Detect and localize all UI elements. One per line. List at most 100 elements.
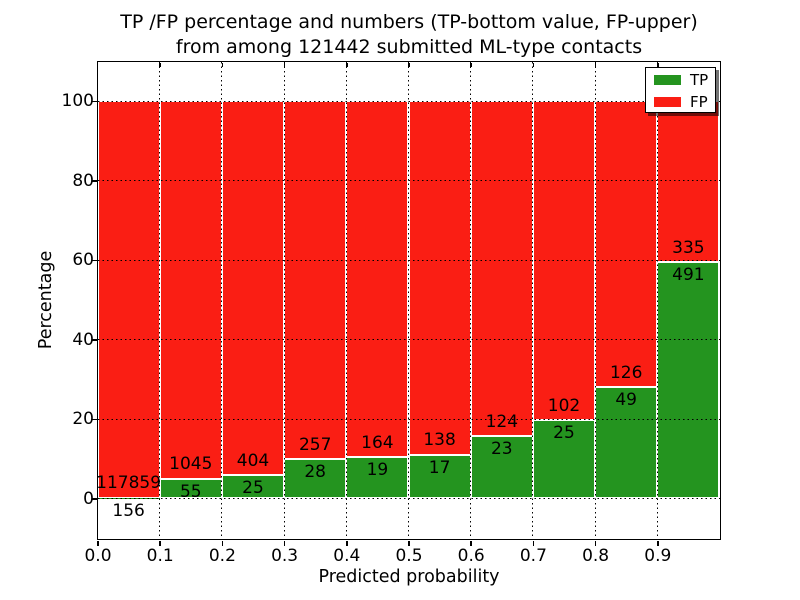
v-gridline [283,61,285,539]
x-tick-label: 0.2 [208,546,236,566]
bar-label-fp-count: 102 [547,395,581,416]
legend: TP FP [645,67,716,113]
v-gridline [345,61,347,539]
chart-title-line2: from among 121442 submitted ML-type cont… [175,36,643,58]
bar-label-fp-count: 164 [361,432,394,453]
x-tick-mark [346,540,348,546]
x-tick-mark [657,540,659,546]
bar-segment-fp [532,101,596,421]
bar-label-fp-count: 117859 [96,473,162,494]
bar-segment-fp [284,101,347,460]
bar-label-tp-count: 491 [672,265,705,286]
bar-segment-fp [97,101,160,498]
x-tick-mark [221,540,224,546]
bar-segment-tp [408,454,471,499]
bar-label-tp-count: 25 [553,423,575,444]
bar-label-fp-count: 335 [672,237,705,258]
y-tick-mark [91,339,97,341]
bar-label-fp-count: 126 [609,362,643,383]
bar-segment-tp [532,420,596,499]
bar-segment-tp [346,457,409,499]
legend-item-tp: TP [646,70,715,89]
x-tick-mark [283,540,286,546]
x-tick-mark [408,540,410,546]
bar-label-fp-count: 257 [298,434,332,455]
x-tick-mark-top [594,63,597,67]
x-tick-mark-top [346,63,348,67]
x-tick-label: 0.3 [271,546,299,566]
bar-label-fp-count: 124 [485,411,519,432]
x-tick-label: 0.4 [333,546,361,566]
bar-label-tp-count: 23 [490,439,513,460]
v-gridline [470,61,472,539]
bar-label-tp-count: 49 [615,390,637,411]
x-tick-label: 0.9 [644,546,672,566]
v-gridline [159,61,161,539]
x-tick-label: 0.7 [519,546,547,566]
x-tick-label: 0.5 [395,546,423,566]
x-tick-mark [470,540,472,546]
y-tick-mark [91,100,97,103]
x-tick-mark [159,540,161,546]
bar-segment-tp [657,262,720,499]
legend-label-tp: TP [690,71,709,89]
x-tick-mark-top [159,63,161,67]
bar-segment-tp [221,475,285,499]
bar-label-tp-count: 28 [304,462,326,483]
tp-color-swatch [654,75,681,85]
bar-segment-fp [346,101,409,458]
y-tick-label: 100 [61,91,94,112]
bar-segment-fp [159,101,222,479]
v-gridline [594,61,596,539]
x-tick-mark [97,540,99,546]
v-gridline [656,61,658,539]
legend-item-fp: FP [646,92,715,111]
v-gridline [408,61,409,539]
x-axis-label: Predicted probability [318,567,500,587]
bar-segment-tp [595,387,658,499]
x-tick-mark-top [657,63,659,67]
bar-label-tp-count: 25 [242,478,264,499]
y-tick-mark [91,180,97,182]
y-tick-label: 60 [72,250,94,270]
y-tick-mark [91,498,97,500]
x-tick-mark [594,540,597,546]
v-gridline [532,61,534,539]
y-tick-label: 0 [83,488,94,509]
x-tick-label: 0.6 [457,546,485,566]
bar-segment-tp [284,459,347,499]
v-gridline [221,61,223,539]
x-tick-mark-top [221,63,224,67]
x-tick-label: 0.8 [582,546,610,566]
y-tick-mark [91,259,97,262]
y-tick-label: 20 [72,409,94,429]
bar-segment-fp [221,101,285,476]
bar-label-tp-count: 156 [112,500,145,521]
bar-label-tp-count: 17 [428,457,451,478]
bar-label-tp-count: 19 [366,460,389,481]
bar-label-fp-count: 404 [236,450,270,471]
x-tick-mark-top [408,63,410,67]
fp-color-swatch [654,97,681,107]
bar-segment-tp [159,478,222,499]
bar-label-fp-count: 1045 [169,454,213,475]
bar-segment-tp [470,436,533,499]
bar-label-fp-count: 138 [423,430,456,451]
x-tick-mark-top [283,63,286,67]
plot-canvas: 117859 156 1045 55 404 25 257 28 164 19 138 17 124 23… [96,61,720,539]
y-tick-mark [91,418,97,421]
x-tick-label: 0.1 [146,546,174,566]
x-tick-label: 0.0 [84,546,112,566]
plot-area: 117859 156 1045 55 404 25 257 28 164 19 138 17 124 23… [96,60,721,540]
chart-title: TP /FP percentage and numbers (TP-bottom… [98,10,720,60]
y-tick-label: 80 [72,170,94,191]
bar-label-tp-count: 55 [179,481,202,502]
x-tick-mark-top [470,63,472,67]
chart-title-line1: TP /FP percentage and numbers (TP-bottom… [120,11,698,33]
legend-label-fp: FP [690,93,708,111]
x-tick-mark-top [532,63,535,67]
x-tick-mark [532,540,535,546]
bar-segment-fp [408,101,471,455]
bar-segment-fp [470,101,533,437]
